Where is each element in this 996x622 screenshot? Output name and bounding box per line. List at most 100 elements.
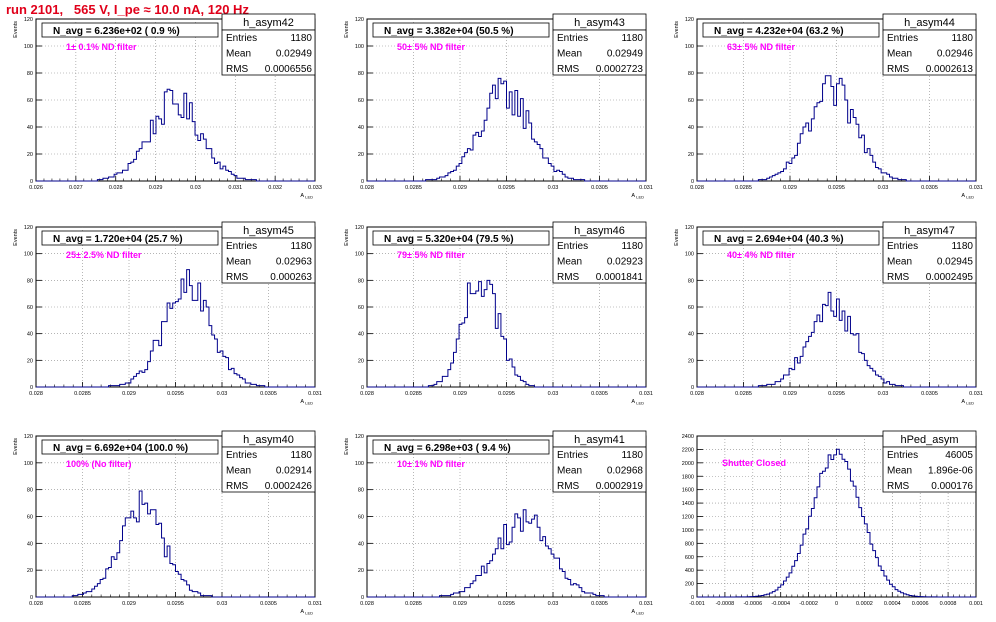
x-axis-title-sub: LED — [636, 195, 644, 200]
x-axis-title: A LED — [631, 399, 644, 406]
y-tick-label: 1800 — [682, 474, 694, 480]
x-tick-label: 0.0295 — [498, 391, 515, 397]
navg-box — [372, 439, 550, 455]
histogram-line — [367, 77, 646, 182]
x-axis-title-main: A — [961, 193, 966, 199]
x-tick-label: 0.03 — [217, 601, 228, 607]
x-tick-label: 0.03 — [878, 185, 889, 191]
y-tick-label: 2400 — [682, 434, 694, 440]
y-tick-label: 60 — [688, 98, 694, 104]
x-tick-label: 0.001 — [969, 601, 983, 607]
y-tick-label: 20 — [358, 358, 364, 364]
x-tick-label: 0.03 — [548, 185, 559, 191]
y-tick-label: 80 — [358, 488, 364, 494]
y-tick-label: 0 — [361, 595, 364, 601]
x-tick-label: 0.0004 — [884, 601, 901, 607]
y-tick-label: 120 — [685, 225, 694, 231]
x-axis-title: A LED — [631, 193, 644, 200]
y-tick-label: 100 — [355, 252, 364, 258]
histogram-line — [367, 279, 646, 388]
stats-value-rms: 0.0006556 — [265, 64, 313, 75]
x-tick-label: 0.031 — [969, 391, 983, 397]
stats-box — [221, 29, 316, 76]
filter-label: 40± 4% ND filter — [727, 250, 795, 260]
stats-label-entries: Entries — [226, 33, 257, 44]
y-tick-label: 100 — [24, 252, 33, 258]
stats-value-entries: 46005 — [945, 450, 973, 461]
y-tick-label: 0 — [30, 179, 33, 185]
stats-box-title: h_asym44 — [904, 17, 955, 29]
y-tick-label: 40 — [688, 125, 694, 131]
histogram-line — [697, 448, 976, 598]
x-axis-title: A LED — [300, 609, 313, 616]
x-axis-title-main: A — [961, 399, 966, 405]
stats-box-title: h_asym42 — [243, 17, 294, 29]
x-tick-label: 0.029 — [149, 185, 163, 191]
stats-value-entries: 1180 — [621, 241, 643, 252]
stats-value-rms: 0.0002426 — [265, 481, 313, 492]
x-tick-label: 0.0305 — [591, 601, 608, 607]
stats-value-entries: 1180 — [290, 241, 312, 252]
navg-box — [702, 230, 880, 246]
x-axis-title-sub: LED — [305, 401, 313, 406]
x-tick-label: 0.03 — [548, 601, 559, 607]
x-tick-label: 0.0295 — [498, 601, 515, 607]
x-tick-label: 0.0305 — [591, 185, 608, 191]
navg-box — [41, 439, 219, 455]
x-tick-label: 0.027 — [69, 185, 83, 191]
histogram-line — [36, 88, 315, 182]
x-tick-label: 0.031 — [639, 185, 653, 191]
y-tick-label: 120 — [24, 17, 33, 23]
x-tick-label: -0.0002 — [799, 601, 818, 607]
x-axis-title: A LED — [300, 399, 313, 406]
stats-value-rms: 0.0002919 — [596, 481, 644, 492]
stats-label-mean: Mean — [557, 466, 582, 477]
x-tick-label: 0.0295 — [167, 391, 184, 397]
stats-box-title: h_asym41 — [574, 434, 625, 446]
y-tick-label: 20 — [27, 358, 33, 364]
y-tick-label: 20 — [688, 152, 694, 158]
stats-box-title: h_asym47 — [904, 225, 955, 237]
stats-value-rms: 0.000176 — [931, 481, 973, 492]
x-tick-label: 0.0305 — [591, 391, 608, 397]
y-tick-label: 40 — [688, 332, 694, 338]
stats-label-rms: RMS — [226, 272, 249, 283]
x-tick-label: 0.031 — [308, 391, 322, 397]
x-tick-label: 0.0285 — [74, 391, 91, 397]
stats-box — [221, 237, 316, 284]
x-tick-label: 0.028 — [29, 391, 43, 397]
histogram-panel-h_asym46: 0.028 0.0285 0.029 0.0295 0.03 0.0305 0.031 0 20… — [344, 221, 653, 406]
y-axis-title: Events — [13, 438, 19, 455]
y-tick-label: 60 — [358, 98, 364, 104]
x-tick-label: 0.028 — [360, 601, 374, 607]
y-tick-label: 100 — [355, 461, 364, 467]
x-tick-label: 0.029 — [122, 391, 136, 397]
y-tick-label: 20 — [27, 152, 33, 158]
x-tick-label: 0.029 — [453, 601, 467, 607]
filter-label: 10± 1% ND filter — [397, 459, 465, 469]
stats-box-title: h_asym45 — [243, 225, 294, 237]
stats-value-entries: 1180 — [290, 33, 312, 44]
x-tick-label: -0.0006 — [743, 601, 762, 607]
stats-value-entries: 1180 — [290, 450, 312, 461]
y-tick-label: 80 — [27, 278, 33, 284]
y-tick-label: 0 — [30, 385, 33, 391]
filter-label: Shutter Closed — [722, 458, 786, 468]
histogram-panel-h_asym40: 0.028 0.0285 0.029 0.0295 0.03 0.0305 0.031 0 20… — [13, 430, 322, 616]
x-tick-label: 0.026 — [29, 185, 43, 191]
y-tick-label: 120 — [355, 225, 364, 231]
y-tick-label: 80 — [27, 71, 33, 77]
y-tick-label: 100 — [685, 252, 694, 258]
y-tick-label: 20 — [358, 152, 364, 158]
stats-label-entries: Entries — [226, 241, 257, 252]
stats-label-mean: Mean — [226, 257, 251, 268]
stats-value-rms: 0.0002613 — [926, 64, 974, 75]
stats-label-rms: RMS — [887, 272, 910, 283]
filter-label: 100% (No filter) — [66, 459, 132, 469]
stats-label-mean: Mean — [557, 257, 582, 268]
navg-box — [372, 230, 550, 246]
y-tick-label: 60 — [688, 305, 694, 311]
stats-label-entries: Entries — [226, 450, 257, 461]
y-tick-label: 100 — [355, 44, 364, 50]
